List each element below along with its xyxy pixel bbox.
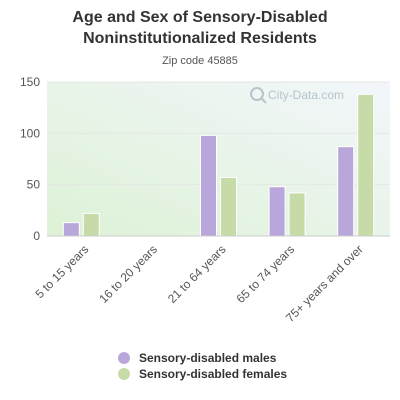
legend-swatch-females	[118, 368, 130, 380]
x-tick-label: 65 to 74 years	[234, 242, 298, 306]
legend-swatch-males	[118, 352, 130, 364]
chart-title: Age and Sex of Sensory-Disabled Noninsti…	[72, 9, 328, 47]
y-tick-label: 100	[20, 126, 40, 140]
bar	[200, 134, 217, 237]
x-tick-label: 75+ years and over	[283, 242, 366, 325]
watermark-icon	[250, 87, 264, 101]
legend-label-females: Sensory-disabled females	[139, 367, 288, 381]
x-tick-label: 16 to 20 years	[96, 242, 160, 306]
plot-background	[47, 82, 390, 236]
legend-item-males: Sensory-disabled males	[118, 350, 287, 366]
legend-item-females: Sensory-disabled females	[118, 366, 287, 382]
legend: Sensory-disabled males Sensory-disabled …	[118, 350, 287, 382]
bar	[268, 186, 286, 237]
y-tick-label: 150	[20, 75, 40, 89]
x-tick-label: 5 to 15 years	[32, 242, 91, 301]
chart-subtitle: Zip code 45885	[162, 55, 238, 67]
bar	[220, 176, 237, 237]
watermark: City-Data.com	[250, 87, 344, 104]
legend-label-males: Sensory-disabled males	[139, 351, 277, 365]
bar	[337, 146, 355, 237]
bar	[82, 212, 100, 237]
y-tick-label: 0	[33, 229, 40, 243]
bar	[357, 93, 375, 237]
x-tick-label: 21 to 64 years	[165, 242, 229, 306]
bar	[62, 222, 80, 237]
y-tick-label: 50	[27, 178, 41, 192]
bar	[288, 192, 306, 237]
watermark-text: City-Data.com	[268, 88, 344, 102]
